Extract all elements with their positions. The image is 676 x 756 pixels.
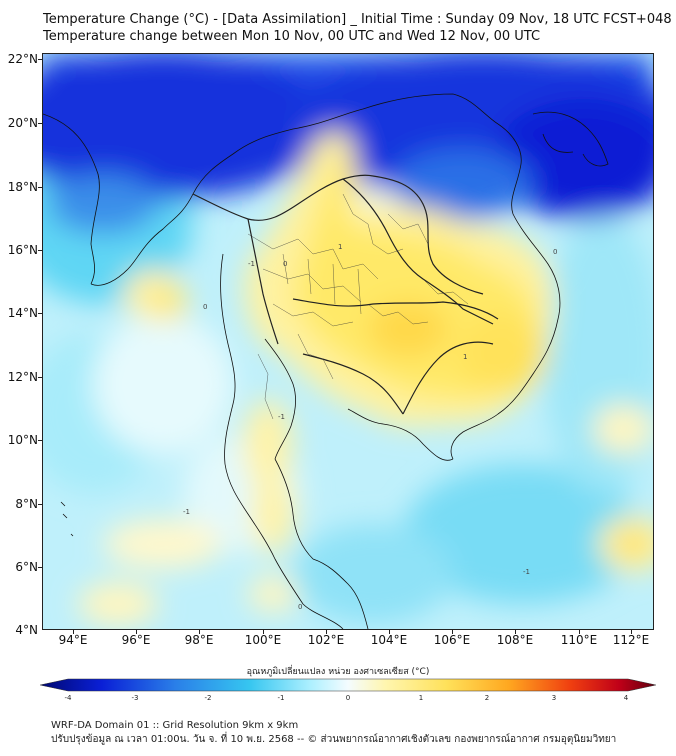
lat-tick — [38, 440, 42, 441]
title-line-1: Temperature Change (°C) - [Data Assimila… — [43, 12, 672, 27]
lat-tick — [38, 59, 42, 60]
colorbar-tick-label: 3 — [551, 694, 557, 702]
lon-label-98e: 98°E — [184, 633, 214, 647]
colorbar-tick-label: 0 — [345, 694, 351, 702]
colorbar-tick-label: 1 — [418, 694, 424, 702]
map-canvas: -1 -1 -1 -1 0 0 0 0 1 1 — [43, 54, 653, 629]
contour-label: -1 — [523, 568, 530, 576]
lon-tick — [263, 630, 264, 634]
lat-tick — [38, 377, 42, 378]
contour-label: -1 — [278, 413, 285, 421]
contour-label: 0 — [283, 260, 287, 268]
lon-tick — [579, 630, 580, 634]
lat-tick — [38, 504, 42, 505]
footer-credit: ปรับปรุงข้อมูล ณ เวลา 01:00น. วัน จ. ที่… — [51, 734, 617, 745]
lat-label-12n: 12°N — [7, 370, 38, 384]
lon-tick — [199, 630, 200, 634]
national-borders — [192, 174, 499, 415]
lat-label-10n: 10°N — [7, 433, 38, 447]
contour-label: 0 — [553, 248, 557, 256]
lon-tick — [326, 630, 327, 634]
temperature-field — [43, 54, 653, 626]
lat-label-4n: 4°N — [15, 623, 38, 637]
colorbar-tick-label: 4 — [623, 694, 629, 702]
province-borders — [247, 193, 469, 420]
coastlines — [43, 93, 609, 629]
contour-label: 1 — [463, 353, 467, 361]
lat-label-16n: 16°N — [7, 243, 38, 257]
lon-label-108e: 108°E — [496, 633, 534, 647]
lat-tick — [38, 567, 42, 568]
lat-label-14n: 14°N — [7, 306, 38, 320]
lon-label-106e: 106°E — [433, 633, 471, 647]
colorbar — [40, 678, 656, 692]
colorbar-tick-label: -1 — [277, 694, 285, 702]
contour-label: 1 — [338, 243, 342, 251]
lat-label-20n: 20°N — [7, 116, 38, 130]
lon-label-100e: 100°E — [244, 633, 282, 647]
lon-label-102e: 102°E — [307, 633, 345, 647]
title-line-2: Temperature change between Mon 10 Nov, 0… — [43, 29, 541, 44]
lat-tick — [38, 313, 42, 314]
colorbar-tick-label: -4 — [64, 694, 72, 702]
contour-label: -1 — [248, 260, 255, 268]
lon-tick — [631, 630, 632, 634]
colorbar-tick-label: -2 — [204, 694, 212, 702]
map-title: Temperature Change (°C) - [Data Assimila… — [43, 11, 672, 45]
colorbar-ramp — [40, 678, 656, 692]
lat-label-22n: 22°N — [7, 52, 38, 66]
colorbar-tick-label: -3 — [131, 694, 139, 702]
lat-label-18n: 18°N — [7, 180, 38, 194]
lon-label-104e: 104°E — [370, 633, 408, 647]
lon-tick — [73, 630, 74, 634]
contour-label: -1 — [183, 508, 190, 516]
lat-label-6n: 6°N — [15, 560, 38, 574]
lat-tick — [38, 123, 42, 124]
contour-label: 0 — [203, 303, 207, 311]
lon-label-94e: 94°E — [58, 633, 88, 647]
footer-resolution: WRF-DA Domain 01 :: Grid Resolution 9km … — [51, 720, 299, 731]
lon-tick — [136, 630, 137, 634]
lat-tick — [38, 250, 42, 251]
lon-tick — [452, 630, 453, 634]
colorbar-tick-label: 2 — [484, 694, 490, 702]
lat-label-8n: 8°N — [15, 497, 38, 511]
lon-label-96e: 96°E — [121, 633, 151, 647]
lon-label-112e: 112°E — [612, 633, 650, 647]
contour-labels: -1 -1 -1 -1 0 0 0 0 1 1 — [183, 243, 557, 611]
contour-label: 0 — [298, 603, 302, 611]
colorbar-title: อุณหภูมิเปลี่ยนแปลง หน่วย องศาเซลเซียส (… — [246, 667, 430, 677]
temperature-change-map[interactable]: -1 -1 -1 -1 0 0 0 0 1 1 — [42, 53, 654, 630]
lon-label-110e: 110°E — [560, 633, 598, 647]
lon-tick — [389, 630, 390, 634]
lat-tick — [38, 187, 42, 188]
lon-tick — [515, 630, 516, 634]
